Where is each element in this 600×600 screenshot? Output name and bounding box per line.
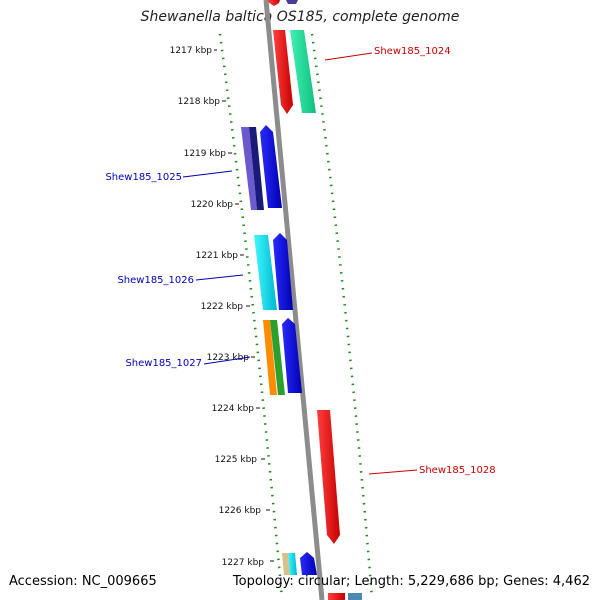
tick-label: 1219 kbp (184, 149, 227, 159)
backbone-ring (263, 0, 325, 600)
tick-label: 1226 kbp (219, 506, 262, 516)
tick-label: 1227 kbp (222, 558, 265, 568)
gene-arrow[interactable] (273, 30, 293, 114)
gene-arrow[interactable] (286, 0, 298, 4)
tick-label: 1224 kbp (212, 404, 255, 414)
tick-label: 1223 kbp (207, 353, 250, 363)
gene-arrow[interactable] (263, 320, 277, 395)
gene-label-shew185-1027: Shew185_1027 (125, 358, 202, 369)
ruler-labels: 1217 kbp 1218 kbp 1219 kbp 1220 kbp 1221… (170, 46, 265, 568)
gene-label-shew185-1024: Shew185_1024 (374, 46, 451, 57)
gene-arrow[interactable] (288, 553, 297, 575)
tick-label: 1221 kbp (196, 251, 239, 261)
gene-arrow[interactable] (260, 125, 282, 208)
tick-label: 1222 kbp (201, 302, 244, 312)
gene-label-shew185-1028: Shew185_1028 (419, 465, 496, 476)
tick-label: 1218 kbp (178, 97, 221, 107)
accession-text: Accession: NC_009665 (9, 574, 157, 589)
genome-summary: Topology: circular; Length: 5,229,686 bp… (232, 574, 590, 589)
ruler-ticks (214, 49, 274, 562)
gene-arrow[interactable] (282, 553, 290, 575)
gene-arrow[interactable] (282, 318, 302, 393)
gene-features (241, 0, 362, 600)
gene-arrow[interactable] (290, 30, 316, 113)
gene-arrow[interactable] (270, 320, 285, 395)
gene-arrow[interactable] (249, 127, 264, 210)
tick-label: 1217 kbp (170, 46, 213, 56)
gene-labels: Shew185_1024 Shew185_1025 Shew185_1026 S… (105, 46, 495, 476)
gc-dots-right (310, 33, 374, 599)
tick-label: 1225 kbp (215, 455, 258, 465)
gene-arrow[interactable] (348, 593, 362, 600)
gene-arrow[interactable] (273, 233, 293, 310)
gene-label-shew185-1026: Shew185_1026 (117, 275, 194, 286)
gene-arrow[interactable] (268, 0, 280, 6)
map-title: Shewanella baltica OS185, complete genom… (140, 9, 460, 25)
gene-label-lines (182, 52, 418, 475)
gene-arrow[interactable] (300, 552, 317, 575)
gene-arrow[interactable] (254, 235, 277, 310)
gene-label-shew185-1025: Shew185_1025 (105, 172, 182, 183)
gene-arrow[interactable] (317, 410, 340, 544)
gene-arrow[interactable] (328, 593, 345, 600)
gene-arrow[interactable] (241, 127, 257, 210)
tick-label: 1220 kbp (191, 200, 234, 210)
